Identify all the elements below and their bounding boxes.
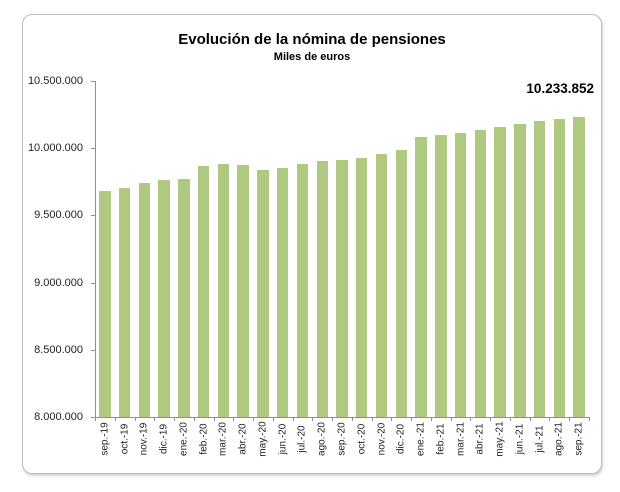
x-axis-tick-label: mar.-20 — [217, 422, 229, 456]
bar-abr.-21 — [474, 130, 487, 417]
x-axis-tick-label: ago.-20 — [316, 422, 328, 456]
x-axis-tick-mark — [193, 418, 195, 421]
y-axis-tick-label: 9.500.000 — [34, 209, 83, 222]
x-axis-tick-mark — [470, 418, 472, 421]
x-axis-tick-mark — [569, 418, 571, 421]
bar-ago.-20 — [316, 160, 328, 417]
bar-dic.-19 — [158, 180, 170, 417]
bar-ago.-21 — [553, 118, 566, 417]
x-axis-tick-mark — [529, 418, 531, 421]
bar-may.-21 — [494, 126, 506, 417]
bar-ene.-21 — [415, 136, 427, 417]
y-axis-tick-label: 8.500.000 — [34, 343, 83, 356]
y-axis-tick-label: 8.000.000 — [34, 411, 83, 423]
x-axis-tick-label: abr.-20 — [237, 423, 249, 455]
x-axis-tick-mark — [154, 418, 156, 421]
x-axis-tick-mark — [174, 418, 176, 421]
x-axis-tick-mark — [589, 418, 590, 421]
x-axis-tick-label: sep.-20 — [336, 422, 348, 456]
x-axis-tick-label: jul.-21 — [534, 425, 546, 453]
x-axis-tick-mark — [253, 418, 255, 421]
x-axis-tick-label: may.-20 — [257, 421, 269, 457]
x-axis-tick-label: nov.-20 — [376, 422, 388, 456]
bar-jun.-21 — [514, 124, 526, 417]
y-axis-tick-mark — [91, 148, 95, 150]
x-axis-tick-label: ene.-20 — [178, 422, 190, 456]
x-axis-tick-label: dic.-20 — [395, 423, 407, 455]
last-value-data-label: 10.233.852 — [526, 81, 594, 96]
x-axis-tick-label: feb.-21 — [435, 423, 447, 455]
x-axis-tick-label: oct.-19 — [119, 423, 131, 455]
bar-feb.-20 — [197, 165, 210, 417]
x-axis-tick-mark — [114, 418, 116, 421]
bar-sep.-21 — [573, 116, 585, 417]
bar-abr.-20 — [237, 165, 249, 417]
x-axis-tick-mark — [371, 418, 373, 421]
y-axis-tick-label: 10.000.000 — [27, 142, 83, 155]
bar-may.-20 — [257, 169, 269, 417]
bar-nov.-20 — [375, 154, 388, 417]
x-axis-tick-mark — [233, 418, 235, 421]
bar-mar.-20 — [217, 164, 230, 417]
bar-oct.-20 — [356, 158, 368, 417]
y-axis-tick-mark — [91, 282, 95, 284]
bar-mar.-21 — [454, 132, 467, 417]
x-axis-tick-label: jul.-20 — [296, 425, 308, 453]
x-axis-tick-mark — [312, 418, 314, 421]
x-axis-tick-label: sep.-21 — [573, 422, 585, 456]
x-axis-tick-mark — [490, 418, 492, 421]
bar-oct.-19 — [118, 187, 131, 417]
x-axis-tick-mark — [134, 418, 136, 421]
x-axis-tick-label: sep.-19 — [99, 422, 111, 456]
chart-title: Evolución de la nómina de pensiones — [178, 31, 446, 48]
x-axis-tick-mark — [95, 418, 96, 421]
bar-dic.-20 — [395, 150, 407, 417]
x-axis-tick-mark — [292, 418, 294, 421]
y-axis-tick-mark — [91, 215, 95, 217]
x-axis-tick-label: mar.-21 — [455, 422, 467, 456]
x-axis-tick-mark — [332, 418, 334, 421]
plot-area — [95, 81, 590, 418]
x-axis-tick-mark — [509, 418, 511, 421]
bar-jul.-21 — [533, 120, 546, 417]
y-axis-tick-label: 9.000.000 — [34, 276, 83, 289]
bar-nov.-19 — [138, 183, 151, 417]
x-axis-tick-label: jun.-20 — [277, 423, 289, 455]
chart-subtitle: Miles de euros — [273, 51, 351, 63]
x-axis-tick-mark — [450, 418, 452, 421]
x-axis-tick-mark — [213, 418, 215, 421]
x-axis-tick-label: may.-21 — [494, 421, 506, 457]
bar-sep.-19 — [99, 190, 111, 417]
x-axis-tick-label: ene.-21 — [415, 422, 427, 456]
x-axis-tick-label: abr.-21 — [474, 423, 486, 455]
x-axis-tick-mark — [391, 418, 393, 421]
bar-sep.-20 — [336, 160, 348, 417]
x-axis-tick-label: dic.-19 — [158, 423, 170, 455]
x-axis-tick-label: nov.-19 — [138, 422, 150, 456]
x-axis-tick-mark — [272, 418, 274, 421]
y-axis-tick-mark — [91, 417, 95, 418]
x-axis-tick-mark — [351, 418, 353, 421]
x-axis-tick-label: feb.-20 — [198, 423, 210, 455]
bar-jul.-20 — [296, 163, 309, 417]
x-axis-tick-label: ago.-21 — [553, 422, 565, 456]
y-axis-tick-label: 10.500.000 — [27, 75, 83, 87]
bar-ene.-20 — [178, 179, 190, 417]
x-axis-tick-label: jun.-21 — [514, 423, 526, 455]
pension-payroll-chart: Evolución de la nómina de pensiones Mile… — [22, 14, 602, 474]
x-axis-tick-mark — [430, 418, 432, 421]
bar-jun.-20 — [276, 167, 289, 417]
x-axis-tick-mark — [549, 418, 551, 421]
y-axis-tick-mark — [91, 81, 95, 82]
y-axis-tick-mark — [91, 349, 95, 351]
bar-feb.-21 — [435, 134, 447, 417]
x-axis-tick-mark — [411, 418, 413, 421]
x-axis-tick-label: oct.-20 — [356, 423, 368, 455]
